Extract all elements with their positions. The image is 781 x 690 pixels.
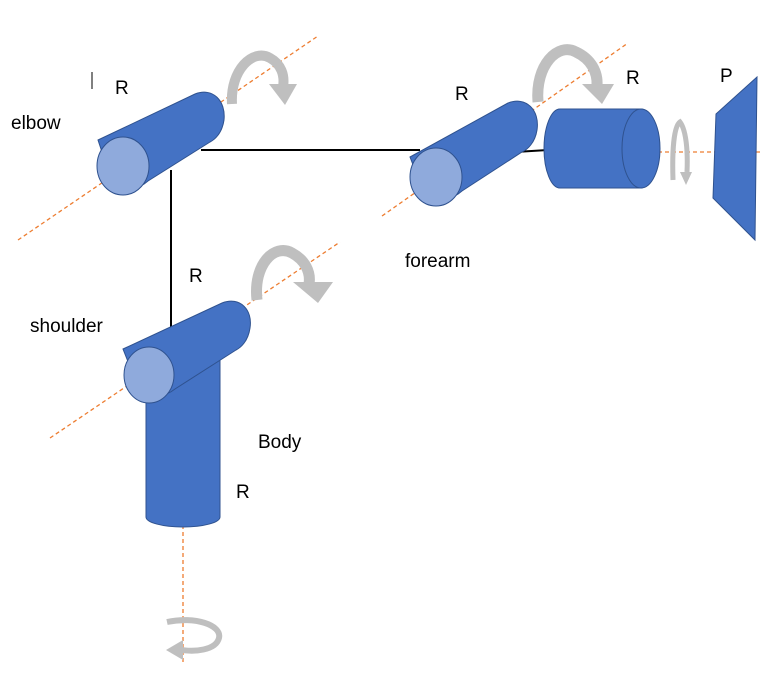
shoulder-cylinder-face: [123, 346, 175, 404]
wrist-joint-type-label: R: [626, 68, 640, 89]
wrist-cylinder-face: [621, 108, 661, 189]
elbow-joint-type-label: R: [115, 78, 129, 99]
elbow-rotation-arrow-icon: [226, 50, 297, 105]
end-effector-joint-type-label: P: [720, 66, 733, 87]
wrist-cylinder: [543, 108, 661, 189]
end-effector-plate: [712, 75, 758, 242]
forearm-cylinder: [409, 100, 538, 207]
elbow-cylinder-face: [96, 136, 150, 196]
forearm-joint-type-label: R: [455, 84, 469, 105]
body-label: Body: [258, 432, 302, 453]
forearm-label: forearm: [405, 251, 471, 272]
wrist-rotation-arrow-icon: [670, 118, 692, 185]
body-rotation-arrow-icon: [166, 617, 223, 660]
elbow-label: elbow: [11, 113, 61, 134]
shoulder-cylinder: [122, 300, 251, 404]
forearm-cylinder-face: [409, 147, 463, 207]
body-cylinder: [145, 359, 221, 528]
elbow-cylinder: [96, 91, 225, 196]
body-joint-type-label: R: [236, 482, 250, 503]
shoulder-label: shoulder: [30, 316, 103, 337]
forearm-rotation-arrow-icon: [532, 44, 614, 104]
shoulder-joint-type-label: R: [189, 266, 203, 287]
elbow-axis: [17, 35, 319, 241]
shoulder-rotation-arrow-icon: [251, 245, 333, 303]
